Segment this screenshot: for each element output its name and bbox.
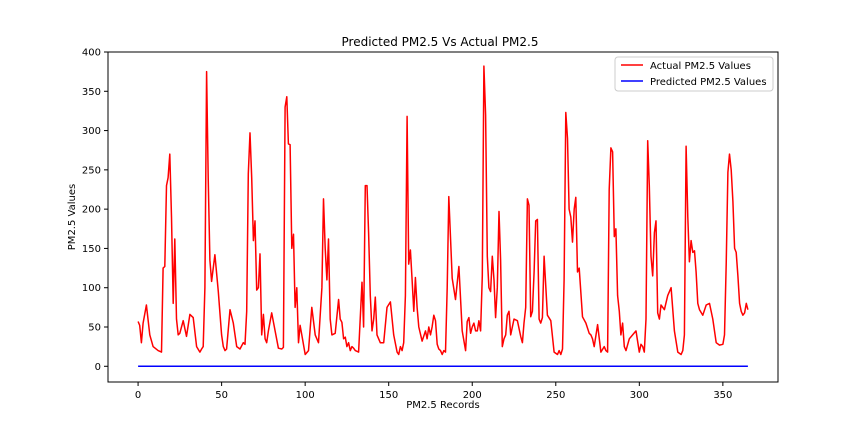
- legend-label-actual: Actual PM2.5 Values: [650, 61, 751, 72]
- y-tick-label: 50: [88, 323, 101, 334]
- legend-box: [614, 56, 774, 92]
- y-tick-label: 400: [82, 48, 101, 59]
- x-tick-label: 200: [463, 390, 482, 401]
- x-tick-label: 150: [379, 390, 398, 401]
- chart-title: Predicted PM2.5 Vs Actual PM2.5: [342, 35, 539, 49]
- legend: Actual PM2.5 Values Predicted PM2.5 Valu…: [614, 56, 774, 92]
- y-tick-label: 200: [82, 205, 101, 216]
- x-tick-label: 300: [630, 390, 649, 401]
- y-tick-label: 300: [82, 126, 101, 137]
- y-axis-label: PM2.5 Values: [67, 184, 78, 250]
- x-tick-label: 100: [296, 390, 315, 401]
- y-tick-label: 350: [82, 87, 101, 98]
- y-axis-ticks: 0 50 100 150 200 250 300 350 400: [82, 48, 108, 373]
- y-tick-label: 150: [82, 244, 101, 255]
- x-tick-label: 50: [215, 390, 228, 401]
- x-tick-label: 350: [713, 390, 732, 401]
- x-axis-ticks: 0 50 100 150 200 250 300 350: [135, 382, 732, 401]
- legend-label-predicted: Predicted PM2.5 Values: [650, 77, 767, 88]
- x-tick-label: 0: [135, 390, 141, 401]
- y-tick-label: 100: [82, 283, 101, 294]
- y-tick-label: 0: [95, 362, 101, 373]
- x-tick-label: 250: [546, 390, 565, 401]
- series-lines: [137, 65, 749, 368]
- y-tick-label: 250: [82, 165, 101, 176]
- plot-frame: [107, 51, 779, 383]
- series-line-actual: [137, 65, 749, 356]
- x-axis-label: PM2.5 Records: [406, 400, 480, 411]
